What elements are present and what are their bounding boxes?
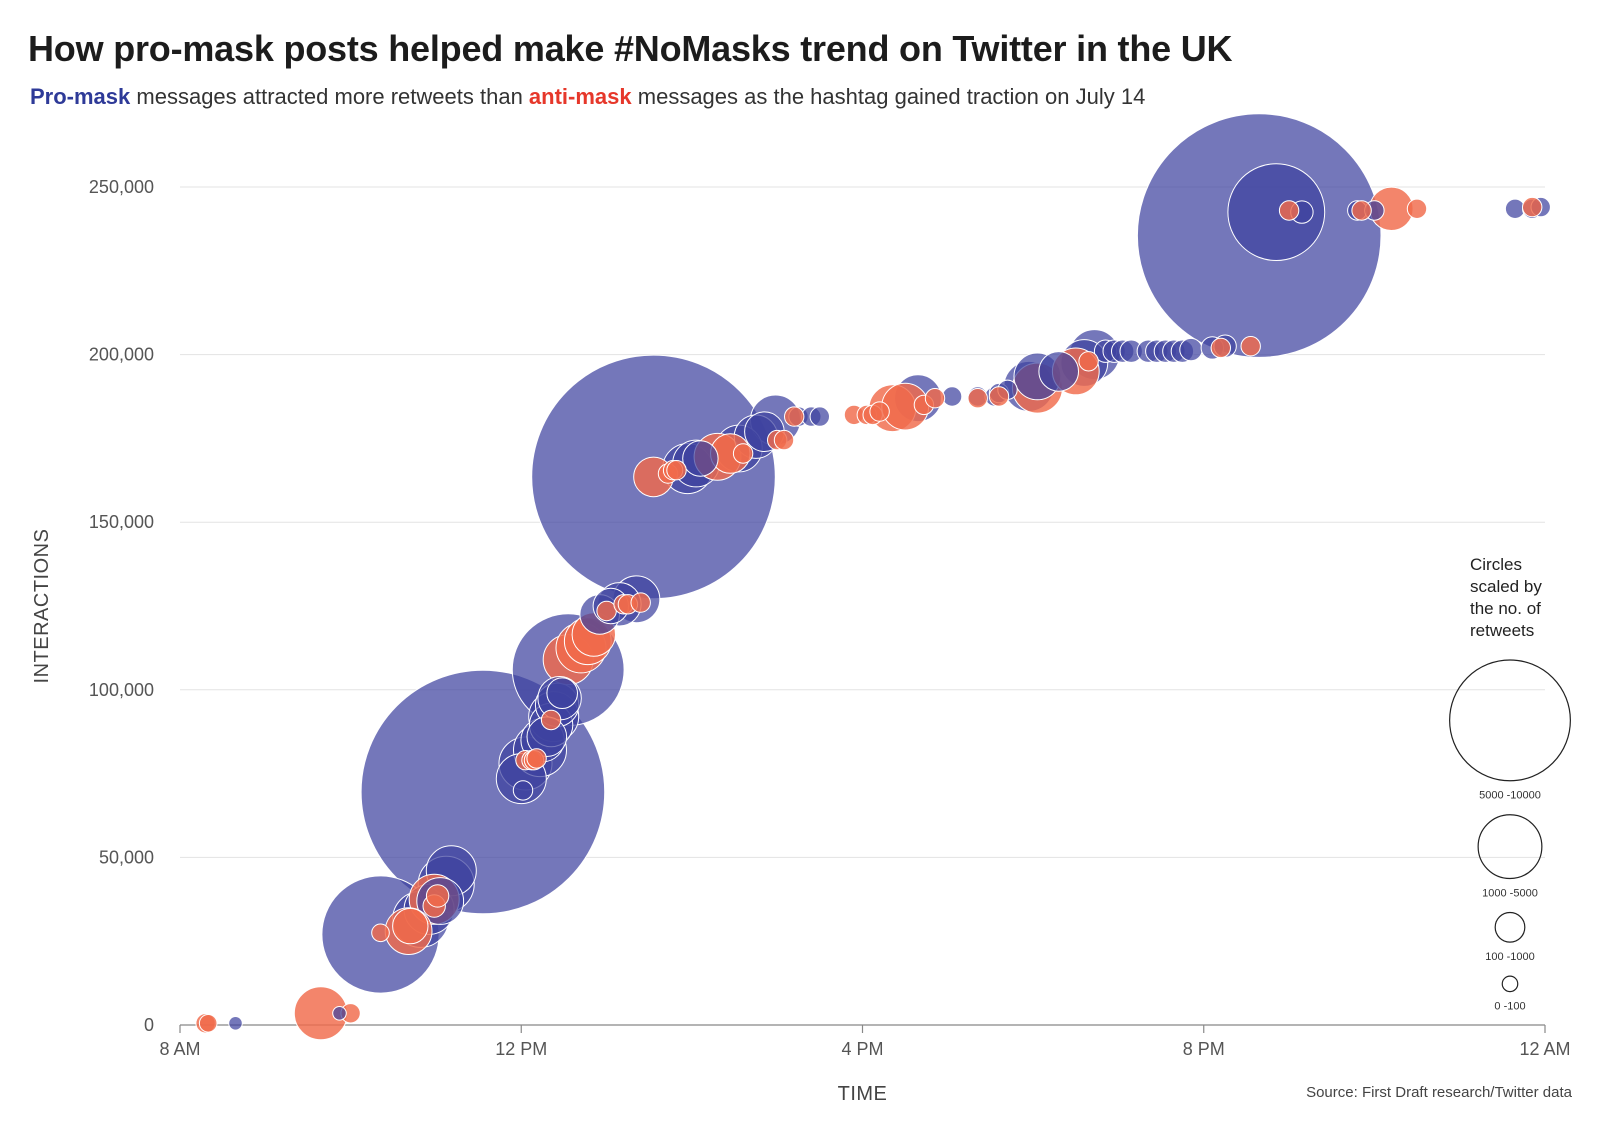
anti-mask-bubble <box>732 443 754 464</box>
subtitle-end-text: messages as the hashtag gained traction … <box>631 84 1146 109</box>
anti-mask-bubble <box>1522 196 1543 218</box>
subtitle-anti-mask-label: anti-mask <box>528 84 632 109</box>
size-legend-label: 1000 -5000 <box>1482 887 1538 899</box>
anti-mask-bubble <box>773 429 795 451</box>
anti-mask-bubble <box>1078 351 1099 372</box>
pro-mask-bubble <box>941 386 963 407</box>
y-axis-title: INTERACTIONS <box>31 529 53 684</box>
anti-mask-bubble <box>596 600 617 622</box>
size-legend-label: 100 -1000 <box>1485 951 1535 963</box>
size-legend-title-line: scaled by <box>1470 577 1542 596</box>
chart-title: How pro-mask posts helped make #NoMasks … <box>28 28 1233 69</box>
bubbles <box>195 113 1551 1041</box>
pro-mask-bubble <box>1038 351 1079 392</box>
source-note: Source: First Draft research/Twitter dat… <box>1306 1084 1572 1101</box>
anti-mask-bubble <box>540 709 562 731</box>
size-legend-title-line: Circles <box>1470 555 1522 574</box>
pro-mask-bubble <box>809 406 830 427</box>
pro-mask-bubble <box>512 780 534 801</box>
size-legend-circle <box>1501 975 1519 993</box>
anti-mask-bubble <box>1278 200 1300 221</box>
x-tick-label: 12 AM <box>1519 1039 1570 1059</box>
anti-mask-bubble <box>1351 200 1372 221</box>
size-legend-title-line: the no. of <box>1470 599 1541 618</box>
anti-mask-bubble <box>1240 336 1261 357</box>
y-tick-label: 200,000 <box>89 345 154 365</box>
grid-lines <box>180 186 1545 858</box>
y-axis-ticks: 0 50,000 100,000 150,000 200,000 250,000 <box>89 177 154 1035</box>
y-tick-label: 100,000 <box>89 680 154 700</box>
size-legend-circle <box>1449 659 1571 782</box>
pro-mask-bubble <box>1227 163 1326 262</box>
anti-mask-bubble <box>666 460 687 481</box>
anti-mask-bubble <box>967 388 988 409</box>
chart-subtitle: Pro-mask messages attracted more retweet… <box>30 84 1145 110</box>
anti-mask-bubble <box>630 592 651 613</box>
x-tick-label: 8 AM <box>159 1039 200 1059</box>
x-tick-label: 4 PM <box>841 1039 883 1059</box>
pro-mask-bubble <box>1504 198 1526 220</box>
subtitle-pro-mask-label: Pro-mask <box>30 84 131 109</box>
anti-mask-bubble <box>784 406 805 427</box>
anti-mask-bubble <box>526 748 547 769</box>
anti-mask-bubble <box>392 907 429 945</box>
size-legend-circle <box>1494 911 1526 943</box>
size-legend-title-line: retweets <box>1470 621 1534 640</box>
anti-mask-bubble <box>1210 337 1232 359</box>
anti-mask-bubble <box>1406 198 1428 220</box>
anti-mask-bubble <box>371 923 390 943</box>
pro-mask-bubble <box>332 1006 347 1021</box>
x-tick-label: 12 PM <box>495 1039 547 1059</box>
size-legend-label: 0 -100 <box>1494 1001 1525 1013</box>
x-axis-ticks: 8 AM 12 PM 4 PM 8 PM 12 AM <box>159 1025 1571 1059</box>
anti-mask-bubble <box>425 884 450 908</box>
pro-mask-bubble <box>228 1016 243 1031</box>
pro-mask-bubble <box>682 440 719 477</box>
size-legend-circle <box>1477 814 1543 880</box>
x-axis-title: TIME <box>838 1083 888 1105</box>
y-tick-label: 250,000 <box>89 177 154 197</box>
anti-mask-bubble <box>924 388 946 409</box>
y-tick-label: 50,000 <box>99 847 154 867</box>
y-tick-label: 0 <box>144 1015 154 1035</box>
y-tick-label: 150,000 <box>89 512 154 532</box>
x-tick-label: 8 PM <box>1183 1039 1225 1059</box>
subtitle-mid-text: messages attracted more retweets than <box>130 84 529 109</box>
pro-mask-bubble <box>1179 337 1203 362</box>
anti-mask-bubble <box>198 1014 218 1033</box>
anti-mask-bubble <box>869 401 890 422</box>
pro-mask-bubble <box>546 677 579 710</box>
anti-mask-bubble <box>988 386 1010 407</box>
size-legend-label: 5000 -10000 <box>1479 790 1541 802</box>
size-legend: Circles scaled by the no. of retweets 5000 -… <box>1449 555 1571 1013</box>
